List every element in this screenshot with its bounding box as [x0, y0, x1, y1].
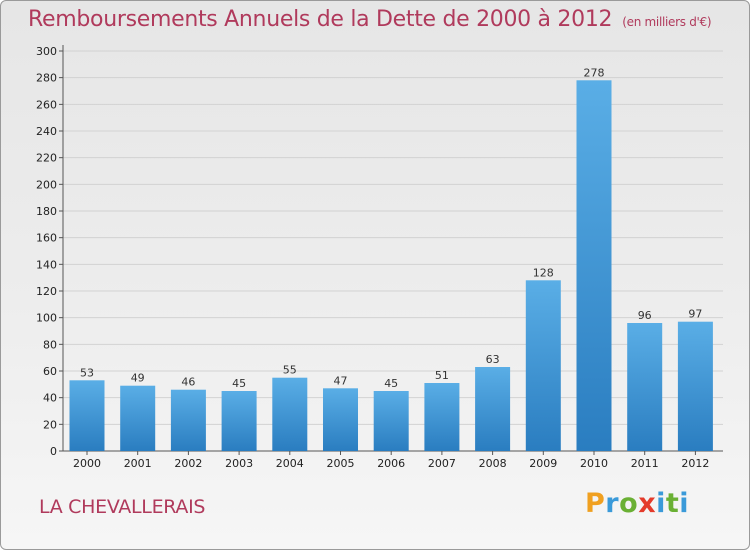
bar-2011 — [627, 323, 663, 451]
y-tick-label: 40 — [43, 392, 57, 405]
bars — [69, 80, 713, 452]
data-label: 63 — [486, 353, 500, 366]
y-tick-label: 200 — [36, 178, 57, 191]
bar-2006 — [373, 391, 409, 451]
data-label: 128 — [533, 266, 554, 279]
data-label: 96 — [638, 309, 652, 322]
y-tick-label: 60 — [43, 365, 57, 378]
y-tick-label: 220 — [36, 152, 57, 165]
data-label: 47 — [334, 374, 348, 387]
y-tick-label: 120 — [36, 285, 57, 298]
bar-2001 — [120, 385, 156, 451]
x-tick-label: 2012 — [681, 457, 709, 470]
proxiti-logo: Proxiti — [585, 488, 690, 519]
y-tick-label: 20 — [43, 418, 57, 431]
data-label: 45 — [232, 377, 246, 390]
x-tick-label: 2011 — [631, 457, 659, 470]
x-tick-label: 2010 — [580, 457, 608, 470]
x-tick-label: 2003 — [225, 457, 253, 470]
chart-subtitle: (en milliers d'€) — [622, 15, 712, 29]
data-label: 45 — [384, 377, 398, 390]
bar-2010 — [576, 80, 612, 452]
x-tick-label: 2005 — [327, 457, 355, 470]
x-tick-label: 2007 — [428, 457, 456, 470]
data-label: 55 — [283, 364, 297, 377]
y-tick-label: 180 — [36, 205, 57, 218]
bar-2007 — [424, 383, 460, 451]
bar-2002 — [170, 389, 206, 451]
data-label: 278 — [584, 66, 605, 79]
bar-2009 — [525, 280, 561, 451]
bar-2012 — [677, 321, 713, 451]
labels: 0 20 40 60 80 100 120 140 160 180 200 220 240 260 280 3… — [36, 45, 709, 470]
y-tick-label: 240 — [36, 125, 57, 138]
data-label: 49 — [131, 372, 145, 385]
data-label: 46 — [181, 376, 195, 389]
x-tick-label: 2008 — [479, 457, 507, 470]
y-tick-label: 100 — [36, 312, 57, 325]
y-tick-label: 260 — [36, 98, 57, 111]
bar-2004 — [272, 377, 308, 451]
x-tick-label: 2004 — [276, 457, 304, 470]
x-tick-label: 2006 — [377, 457, 405, 470]
x-tick-label: 2002 — [174, 457, 202, 470]
data-label: 53 — [80, 366, 94, 379]
data-label: 97 — [688, 308, 702, 321]
bar-2000 — [69, 380, 105, 451]
chart-title: Remboursements Annuels de la Dette de 20… — [28, 7, 712, 32]
x-tick-label: 2009 — [529, 457, 557, 470]
y-tick-label: 160 — [36, 232, 57, 245]
data-label: 51 — [435, 369, 449, 382]
chart-title-text: Remboursements Annuels de la Dette de 20… — [28, 7, 613, 32]
y-tick-label: 140 — [36, 258, 57, 271]
y-tick-label: 80 — [43, 338, 57, 351]
bar-2005 — [323, 388, 358, 451]
commune-name: LA CHEVALLERAIS — [39, 496, 206, 518]
bar-2003 — [221, 391, 257, 451]
x-tick-label: 2001 — [124, 457, 152, 470]
bar-2008 — [475, 367, 511, 451]
x-tick-label: 2000 — [73, 457, 101, 470]
y-tick-label: 0 — [50, 445, 57, 458]
y-tick-label: 300 — [36, 45, 57, 58]
y-tick-label: 280 — [36, 72, 57, 85]
